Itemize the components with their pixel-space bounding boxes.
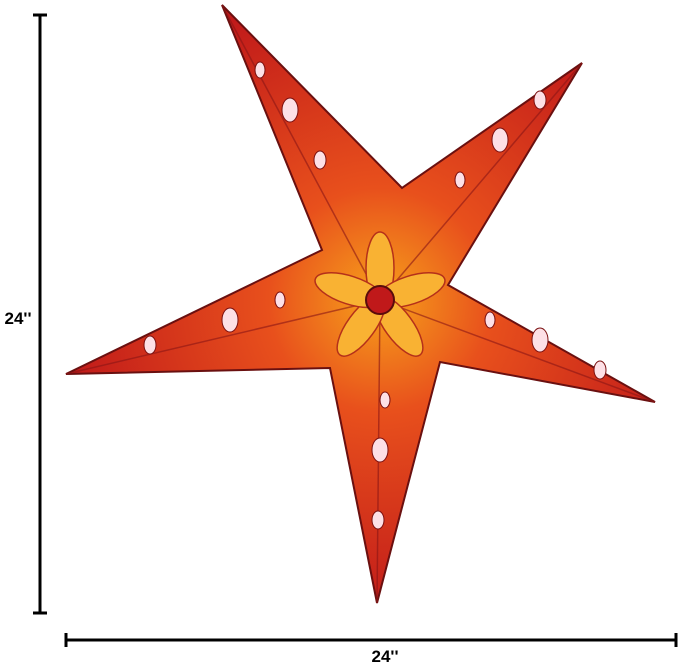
height-dimension: [33, 13, 47, 615]
width-label: 24'': [372, 647, 399, 665]
width-dimension: [64, 633, 678, 647]
height-label: 24'': [5, 309, 32, 328]
star-lantern: [65, 4, 656, 604]
